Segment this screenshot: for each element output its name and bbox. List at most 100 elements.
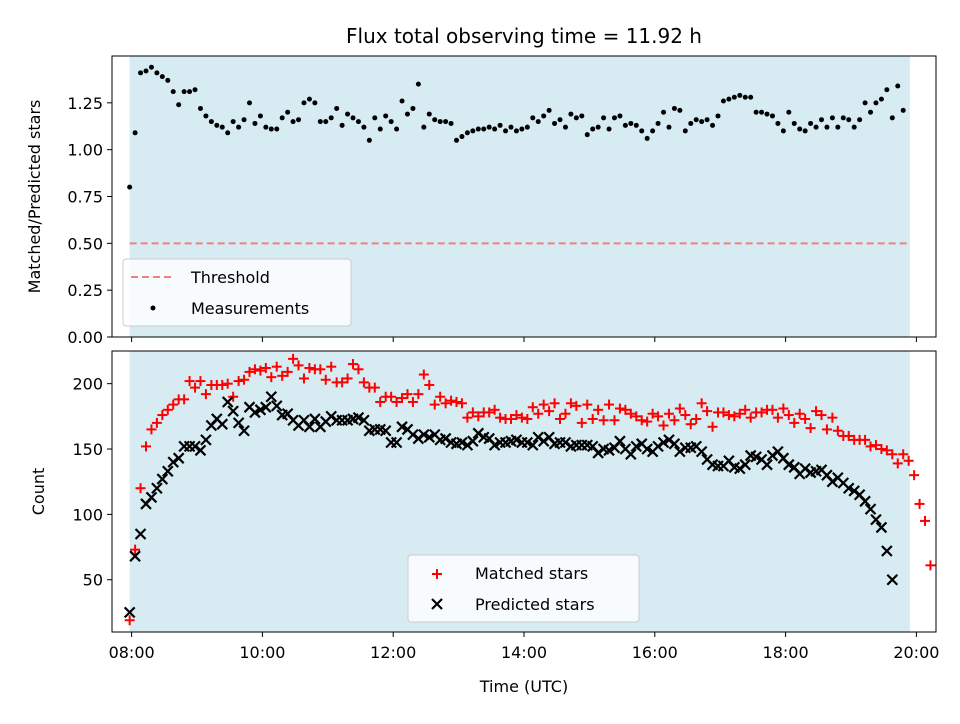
- top-y-tick-label: 1.00: [67, 141, 103, 160]
- measurement-point: [415, 81, 421, 87]
- measurement-point: [726, 96, 732, 102]
- measurement-point: [241, 117, 247, 123]
- measurement-point: [661, 109, 667, 115]
- measurement-point: [546, 107, 552, 113]
- matched-star-point: [625, 408, 636, 419]
- matched-star-point: [914, 498, 925, 509]
- matched-star-point: [876, 444, 887, 455]
- measurement-point: [497, 122, 503, 128]
- matched-star-point: [772, 412, 783, 423]
- measurement-point: [611, 115, 617, 121]
- matched-star-point: [418, 369, 429, 380]
- measurement-point: [148, 64, 154, 70]
- bottom-legend-matched-swatch: [432, 569, 442, 579]
- matched-star-point: [277, 370, 288, 381]
- measurement-point: [818, 117, 824, 123]
- matched-star-point: [484, 407, 495, 418]
- matched-star-point: [304, 362, 315, 373]
- measurement-point: [759, 109, 765, 115]
- predicted-star-point: [614, 435, 626, 447]
- matched-stars-points: [124, 353, 936, 626]
- matched-star-point: [576, 417, 587, 428]
- bottom-x-ticks: 08:00 10:00 12:00 14:00 16:00 18:00 20:00: [109, 632, 939, 662]
- matched-star-point: [843, 430, 854, 441]
- predicted-star-point: [200, 434, 212, 446]
- matched-star-point: [783, 410, 794, 421]
- matched-star-point: [881, 445, 892, 456]
- matched-star-point: [887, 449, 898, 460]
- measurement-point: [895, 83, 901, 89]
- bottom-legend-predicted-label: Predicted stars: [475, 595, 595, 614]
- bottom-y-tick-label: 100: [72, 505, 103, 524]
- measurement-point: [312, 100, 318, 106]
- measurement-point: [143, 68, 149, 74]
- predicted-star-point: [390, 436, 403, 449]
- measurement-point: [236, 124, 242, 130]
- predicted-star-point: [221, 396, 234, 408]
- matched-star-point: [778, 403, 789, 414]
- matched-star-point: [614, 403, 625, 414]
- measurement-point: [699, 119, 705, 125]
- matched-star-point: [266, 372, 277, 383]
- predicted-star-point: [379, 424, 392, 437]
- measurement-point: [274, 126, 280, 132]
- matched-star-point: [909, 470, 920, 481]
- measurement-point: [748, 94, 754, 100]
- measurement-point: [257, 113, 263, 119]
- matched-star-point: [451, 396, 462, 407]
- matched-star-point: [870, 440, 881, 451]
- measurement-point: [633, 122, 639, 128]
- predicted-star-point: [695, 445, 708, 458]
- measurement-point: [601, 115, 607, 121]
- top-chart-title: Flux total observing time = 11.92 h: [346, 24, 702, 48]
- measurement-point: [535, 119, 541, 125]
- measurement-point: [355, 119, 361, 125]
- top-legend-measurements-label: Measurements: [191, 299, 309, 318]
- matched-star-point: [527, 402, 538, 413]
- predicted-star-point: [309, 413, 321, 425]
- matched-star-point: [745, 412, 756, 423]
- predicted-star-point: [232, 417, 245, 429]
- measurement-point: [279, 115, 285, 121]
- measurement-point: [710, 122, 716, 128]
- matched-star-point: [135, 483, 146, 494]
- measurement-point: [797, 126, 803, 132]
- measurement-point: [682, 128, 688, 134]
- measurement-point: [813, 124, 819, 130]
- measurement-point: [481, 126, 487, 132]
- matched-star-point: [440, 398, 451, 409]
- predicted-star-point: [467, 435, 479, 447]
- matched-star-point: [271, 361, 282, 372]
- measurement-point: [666, 124, 672, 130]
- top-y-tick-label: 0.25: [67, 281, 103, 300]
- measurement-point: [317, 119, 323, 125]
- matched-star-point: [865, 441, 876, 452]
- matched-star-point: [691, 413, 702, 424]
- matched-star-point: [424, 379, 435, 390]
- matched-star-point: [429, 399, 440, 410]
- measurement-point: [524, 124, 530, 130]
- matched-star-point: [723, 410, 734, 421]
- predicted-star-point: [134, 528, 147, 540]
- matched-star-point: [860, 434, 871, 445]
- measurement-point: [394, 126, 400, 132]
- measurement-point: [192, 87, 198, 93]
- predicted-stars-points: [123, 390, 899, 619]
- measurement-point: [617, 113, 623, 119]
- measurement-point: [448, 120, 454, 126]
- measurement-point: [187, 89, 193, 95]
- measurement-point: [873, 100, 879, 106]
- measurement-point: [786, 109, 792, 115]
- measurement-point: [219, 124, 225, 130]
- measurement-point: [639, 128, 645, 134]
- matched-star-point: [800, 413, 811, 424]
- bottom-legend-matched-label: Matched stars: [475, 564, 588, 583]
- matched-star-point: [168, 399, 179, 410]
- measurement-point: [693, 117, 699, 123]
- matched-star-point: [255, 365, 266, 376]
- matched-star-point: [522, 413, 533, 424]
- measurement-point: [421, 124, 427, 130]
- top-panel: 0.00 0.25 0.50 0.75 1.00 1.25 Flux total obse…: [25, 24, 937, 347]
- measurement-point: [671, 105, 677, 111]
- matched-star-point: [658, 420, 669, 431]
